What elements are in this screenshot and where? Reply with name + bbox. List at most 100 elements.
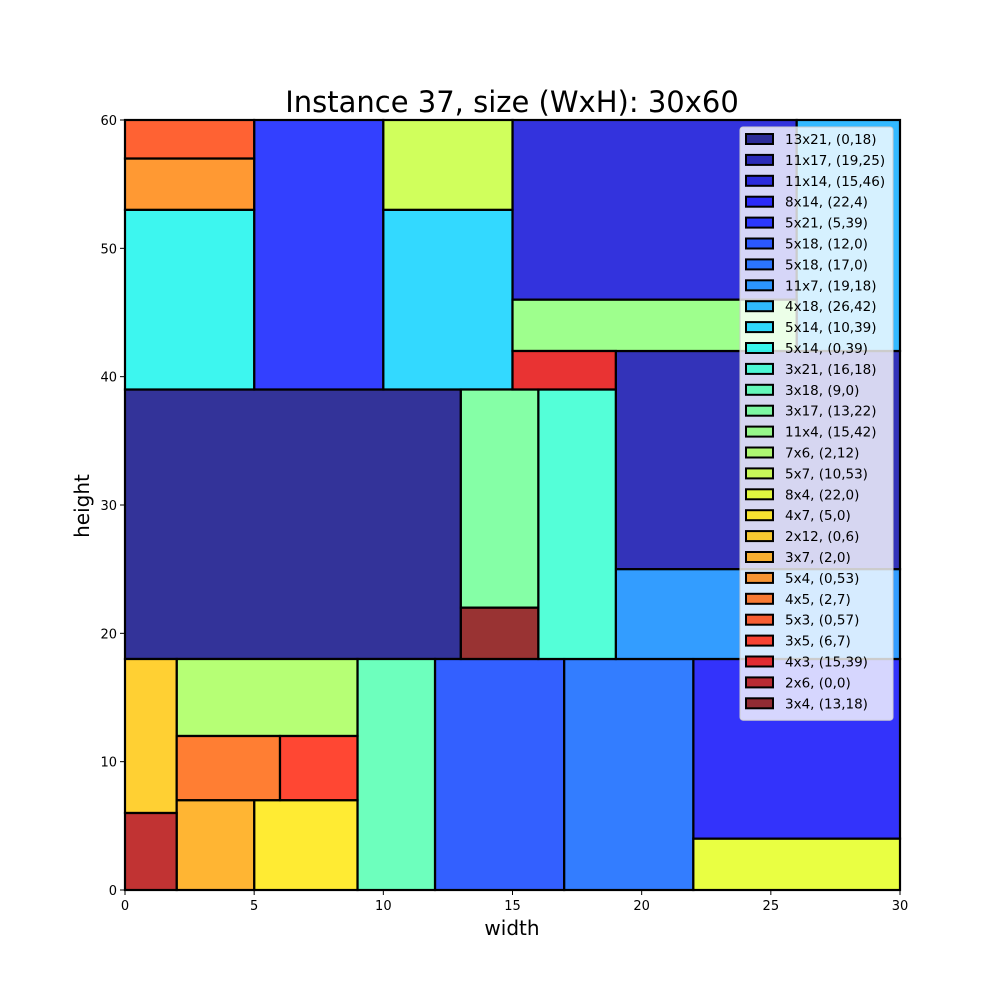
legend-swatch-4 <box>745 216 774 229</box>
legend-swatch-26 <box>745 676 774 689</box>
legend-entry-13: 3x17, (13,22) <box>785 404 877 420</box>
rect-5 <box>433 657 566 892</box>
legend-entry-5: 5x18, (12,0) <box>785 237 868 253</box>
legend-entry-25: 4x3, (15,39) <box>785 655 868 671</box>
x-tick-label-2: 10 <box>375 899 392 914</box>
legend-entry-12: 3x18, (9,0) <box>785 383 859 399</box>
rect-26 <box>123 811 178 892</box>
y-axis-ticks: 0 10 20 30 40 50 60 <box>100 114 125 899</box>
legend-entry-1: 11x17, (19,25) <box>785 153 885 169</box>
y-axis-label: height <box>70 474 94 538</box>
legend-entry-24: 3x5, (6,7) <box>785 634 851 650</box>
x-tick-label-3: 15 <box>504 899 521 914</box>
legend-swatch-20 <box>745 551 774 563</box>
legend-swatch-2 <box>745 174 774 187</box>
legend-box <box>739 126 894 721</box>
legend-swatch-6 <box>745 258 774 271</box>
x-tick-label-1: 5 <box>250 899 258 914</box>
legend-entry-22: 4x5, (2,7) <box>785 592 851 608</box>
rect-24 <box>278 734 359 802</box>
rect-13 <box>459 388 540 609</box>
y-tick-label-6: 60 <box>100 114 117 129</box>
legend-entry-3: 8x14, (22,4) <box>785 195 868 211</box>
legend-swatch-25 <box>745 655 774 668</box>
x-tick-label-4: 20 <box>633 899 650 914</box>
legend-entry-7: 11x7, (19,18) <box>785 278 877 294</box>
rect-17 <box>692 837 902 892</box>
legend-entry-21: 5x4, (0,53) <box>785 571 859 587</box>
legend-entry-17: 8x4, (22,0) <box>785 487 859 503</box>
legend-entry-23: 5x3, (0,57) <box>785 613 859 629</box>
rect-19 <box>123 657 178 815</box>
legend-entry-10: 5x14, (0,39) <box>785 341 868 357</box>
legend-entry-8: 4x18, (26,42) <box>785 299 877 315</box>
y-tick-label-2: 20 <box>100 627 117 642</box>
legend-swatch-8 <box>745 300 774 313</box>
y-tick-label-5: 50 <box>100 242 117 257</box>
legend-entry-4: 5x21, (5,39) <box>785 216 868 232</box>
y-tick-label-1: 10 <box>100 756 117 771</box>
legend-swatch-24 <box>745 634 774 647</box>
x-axis-label: width <box>484 916 539 940</box>
rect-0 <box>123 388 462 661</box>
rect-21 <box>123 157 256 211</box>
rect-9 <box>382 208 514 391</box>
x-tick-label-0: 0 <box>121 899 129 914</box>
y-tick-label-4: 40 <box>100 371 117 386</box>
legend-entry-6: 5x18, (17,0) <box>785 257 868 273</box>
rect-11 <box>537 388 617 661</box>
legend-swatch-19 <box>745 530 774 543</box>
legend-entry-19: 2x12, (0,6) <box>785 529 859 545</box>
legend-entry-15: 7x6, (2,12) <box>785 446 859 462</box>
legend-swatch-5 <box>745 237 774 250</box>
legend-swatch-13 <box>745 404 774 417</box>
legend-entry-27: 3x4, (13,18) <box>785 696 868 712</box>
legend-swatch-3 <box>745 195 774 208</box>
legend-swatch-27 <box>745 697 774 710</box>
legend-entry-9: 5x14, (10,39) <box>785 320 877 336</box>
rect-6 <box>563 657 695 892</box>
legend-swatch-11 <box>745 362 774 375</box>
rect-4 <box>253 118 385 391</box>
legend-swatch-14 <box>745 425 774 438</box>
legend-swatch-1 <box>745 153 774 166</box>
rect-15 <box>175 657 359 738</box>
x-axis-ticks: 0 5 10 15 20 25 30 <box>121 890 908 914</box>
rect-10 <box>123 208 256 391</box>
y-tick-label-3: 30 <box>100 499 117 514</box>
legend-entry-0: 13x21, (0,18) <box>785 132 877 148</box>
legend-entry-26: 2x6, (0,0) <box>785 675 851 691</box>
legend-entry-14: 11x4, (15,42) <box>785 425 877 441</box>
rect-16 <box>382 118 514 211</box>
x-tick-label-6: 30 <box>892 899 909 914</box>
chart-title: Instance 37, size (WxH): 30x60 <box>285 85 739 119</box>
legend-swatch-0 <box>745 133 774 145</box>
legend-swatch-7 <box>745 279 774 292</box>
legend-swatch-18 <box>745 509 774 522</box>
rect-12 <box>356 657 437 892</box>
x-tick-label-5: 25 <box>763 899 780 914</box>
y-tick-label-0: 0 <box>109 884 117 899</box>
legend-entry-16: 5x7, (10,53) <box>785 466 868 482</box>
legend-swatch-9 <box>745 321 774 334</box>
legend-entry-11: 3x21, (16,18) <box>785 362 877 378</box>
legend-swatch-16 <box>745 467 774 480</box>
legend-entry-2: 11x14, (15,46) <box>785 174 885 190</box>
rect-27 <box>459 606 540 661</box>
legend-swatch-12 <box>745 383 774 396</box>
legend-swatch-21 <box>745 571 774 584</box>
rect-23 <box>123 118 256 160</box>
rect-22 <box>175 734 282 802</box>
legend: 13x21, (0,18) 11x17, (19,25) 11x14, (15,46… <box>739 126 894 721</box>
rect-18 <box>253 799 359 892</box>
rect-25 <box>511 349 617 391</box>
legend-entry-18: 4x7, (5,0) <box>785 508 851 524</box>
rect-20 <box>175 799 256 892</box>
legend-swatch-10 <box>745 342 774 354</box>
legend-swatch-23 <box>745 613 774 626</box>
legend-swatch-22 <box>745 592 774 605</box>
legend-entry-20: 3x7, (2,0) <box>785 550 851 566</box>
legend-swatch-15 <box>745 446 774 459</box>
